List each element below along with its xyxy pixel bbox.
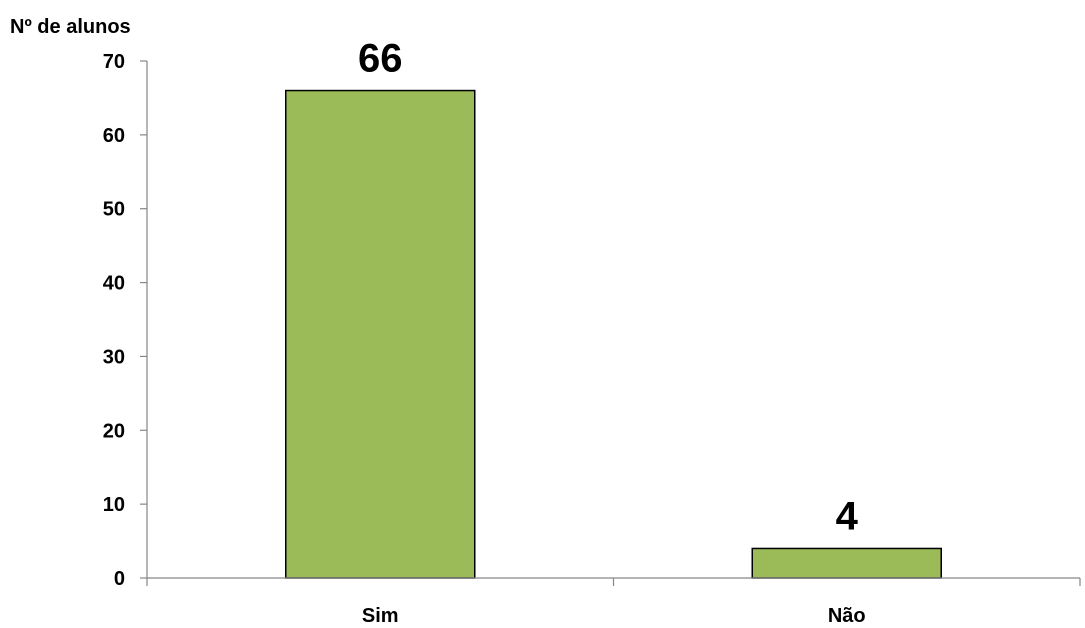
data-label: 66 [358,37,403,81]
y-tick-label: 20 [103,420,125,442]
bars [285,89,942,579]
bar-sim [285,89,476,579]
bar-nao [751,547,942,579]
axes [146,61,1081,586]
y-axis-ticks: 0 10 20 30 40 50 60 70 [103,51,147,590]
y-axis-title: Nº de alunos [10,16,131,38]
y-tick-label: 0 [114,568,125,590]
y-tick-label: 40 [103,273,125,295]
y-tick-label: 50 [103,199,125,221]
x-tick-label: Não [828,605,866,623]
y-tick-label: 10 [103,494,125,516]
data-label: 4 [836,494,859,538]
x-tick-label: Sim [362,605,399,623]
data-labels: 66 4 [358,37,859,539]
y-tick-label: 60 [103,125,125,147]
y-tick-label: 30 [103,346,125,368]
y-tick-label: 70 [103,51,125,73]
x-axis-tick-labels: Sim Não [362,605,866,627]
